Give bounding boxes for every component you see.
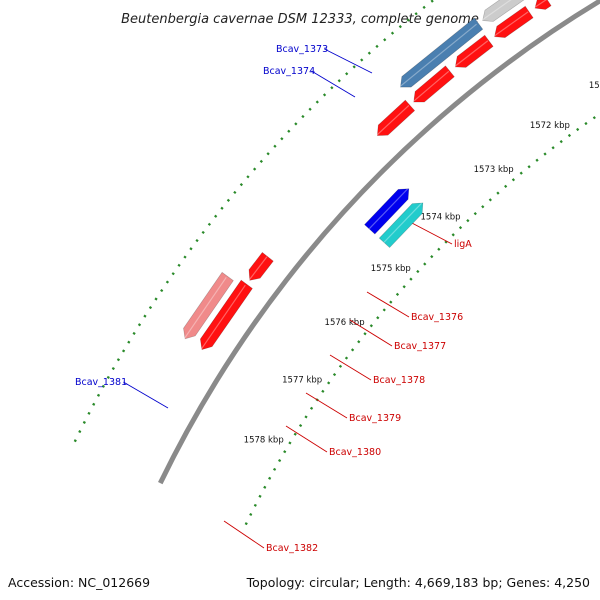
- label-leader-line: [409, 221, 453, 245]
- gene-label[interactable]: Bcav_1377: [394, 341, 446, 352]
- label-leader-line: [349, 319, 393, 347]
- genome-backbone: [158, 0, 600, 485]
- gene-label[interactable]: Bcav_1374: [263, 66, 315, 77]
- label-leader-line: [324, 48, 373, 74]
- gene-arrow-red[interactable]: [454, 34, 494, 68]
- kbp-tick-label: 1571 kbp: [589, 81, 600, 91]
- gene-arrow-bcav-1379[interactable]: [399, 17, 484, 88]
- kbp-ticks: 1568 kbp1569 kbp1570 kbp1571 kbp1572 kbp…: [244, 81, 600, 446]
- gene-arrow-bcav-1382[interactable]: [200, 279, 253, 350]
- gene-label[interactable]: Bcav_1379: [349, 413, 401, 424]
- gene-arrow-bcav-1381[interactable]: [378, 202, 424, 248]
- tick-dot-tracks: [73, 0, 600, 526]
- gene-label[interactable]: Bcav_1380: [329, 447, 381, 458]
- gene-arrow-red[interactable]: [534, 0, 552, 10]
- gene-label[interactable]: ligA: [454, 239, 472, 250]
- gene-arrow-red[interactable]: [248, 252, 274, 281]
- kbp-tick-label: 1572 kbp: [530, 121, 570, 131]
- gene-arrow-pink[interactable]: [183, 271, 234, 340]
- label-leader-line: [329, 354, 372, 381]
- label-leader-line: [285, 425, 328, 453]
- label-leader-line: [123, 381, 169, 409]
- kbp-tick-label: 1577 kbp: [282, 376, 322, 386]
- kbp-tick-label: 1576 kbp: [325, 318, 365, 328]
- kbp-tick-label: 1575 kbp: [371, 264, 411, 274]
- gene-label[interactable]: Bcav_1373: [276, 44, 328, 55]
- gene-label[interactable]: Bcav_1376: [411, 312, 463, 323]
- topology-text: Topology: circular; Length: 4,669,183 bp…: [246, 575, 590, 590]
- gene-arrow-red[interactable]: [376, 99, 416, 136]
- gene-label[interactable]: Bcav_1378: [373, 375, 425, 386]
- backbone-line: [158, 0, 600, 485]
- kbp-tick-label: 1573 kbp: [474, 165, 514, 175]
- gene-features[interactable]: [183, 0, 600, 350]
- gene-label[interactable]: Bcav_1382: [266, 543, 318, 554]
- gene-labels: Bcav_1373 Bcav_1374 ligA Bcav_1376 Bcav_1377…: [75, 44, 472, 554]
- gene-label[interactable]: Bcav_1381: [75, 377, 127, 388]
- genome-title: Beutenbergia cavernae DSM 12333, complet…: [121, 12, 479, 27]
- accession-text: Accession: NC_012669: [8, 575, 150, 590]
- gene-arrow-bcav-1381-partner[interactable]: [364, 188, 410, 235]
- kbp-tick-label: 1574 kbp: [421, 213, 461, 223]
- gene-arrow-red[interactable]: [412, 65, 455, 103]
- label-leader-line: [366, 291, 410, 318]
- outer-dot-track: [73, 0, 436, 443]
- gene-arrow-red[interactable]: [493, 5, 534, 38]
- label-leader-line: [223, 520, 265, 549]
- label-leader-line: [305, 392, 348, 419]
- label-leader-line: [311, 70, 356, 98]
- kbp-tick-label: 1578 kbp: [244, 436, 284, 446]
- gene-arrow-bcav-1377[interactable]: [481, 0, 527, 22]
- label-leaders: [123, 48, 453, 549]
